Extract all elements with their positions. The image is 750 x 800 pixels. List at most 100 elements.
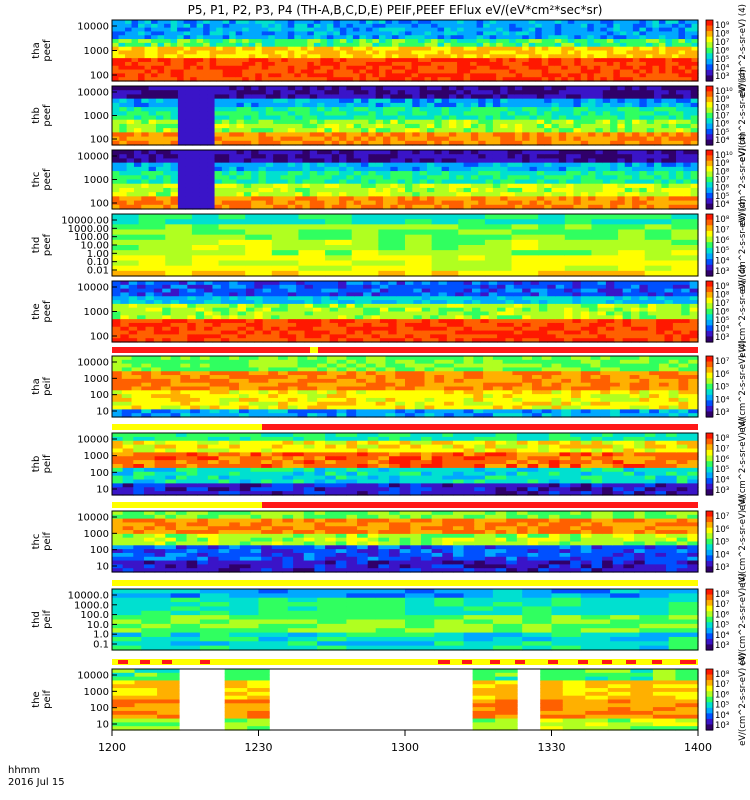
heatmap-cell bbox=[430, 281, 440, 286]
heatmap-cell bbox=[255, 20, 263, 25]
heatmap-cell bbox=[255, 23, 263, 29]
heatmap-cell bbox=[170, 23, 178, 29]
heatmap-cell bbox=[170, 183, 179, 189]
heatmap-cell bbox=[155, 204, 164, 210]
heatmap-cell bbox=[554, 23, 562, 29]
heatmap-cell bbox=[145, 338, 155, 343]
heatmap-cell bbox=[304, 284, 314, 290]
heatmap-cell bbox=[610, 102, 619, 108]
heatmap-cell bbox=[632, 196, 640, 202]
colorbar-unit-label: eV/(cm^2-s-sr-eV) (4) bbox=[738, 4, 748, 97]
heatmap-cell bbox=[595, 158, 604, 164]
heatmap-cell bbox=[203, 69, 211, 74]
heatmap-cell bbox=[587, 50, 595, 55]
heatmap-cell bbox=[522, 128, 531, 133]
heatmap-cell bbox=[372, 35, 380, 40]
heatmap-cell bbox=[300, 77, 308, 82]
heatmap-cell bbox=[645, 46, 654, 52]
heatmap-cell bbox=[229, 65, 237, 71]
heatmap-cell bbox=[379, 307, 389, 313]
heatmap-cell bbox=[485, 136, 494, 142]
heatmap-cell bbox=[254, 296, 264, 301]
heatmap-cell bbox=[554, 61, 562, 67]
heatmap-cell bbox=[192, 158, 201, 164]
heatmap-cell bbox=[593, 61, 601, 67]
heatmap-cell bbox=[654, 171, 662, 176]
heatmap-cell bbox=[346, 111, 355, 117]
heatmap-cell bbox=[254, 330, 264, 335]
heatmap-cell bbox=[505, 281, 515, 286]
heatmap-cell bbox=[155, 111, 164, 117]
heatmap-cell bbox=[313, 46, 321, 52]
heatmap-cell bbox=[535, 42, 543, 48]
heatmap-cell bbox=[463, 322, 473, 328]
heatmap-cell bbox=[338, 303, 347, 309]
heatmap-cell bbox=[138, 260, 166, 267]
heatmap-cell bbox=[203, 31, 211, 36]
heatmap-cell bbox=[338, 288, 347, 294]
heatmap-cell bbox=[190, 61, 198, 67]
heatmap-cell bbox=[691, 20, 699, 25]
heatmap-cell bbox=[500, 102, 509, 108]
heatmap-cell bbox=[329, 288, 339, 294]
heatmap-cell bbox=[280, 102, 289, 108]
heatmap-cell bbox=[676, 115, 684, 121]
heatmap-cell bbox=[405, 219, 433, 225]
colorbar-segment bbox=[706, 25, 713, 29]
heatmap-cell bbox=[361, 86, 369, 91]
heatmap-cell bbox=[661, 102, 670, 108]
heatmap-cell bbox=[162, 284, 172, 290]
heatmap-cell bbox=[346, 69, 354, 74]
heatmap-cell bbox=[317, 196, 326, 202]
heatmap-cell bbox=[271, 326, 281, 332]
heatmap-cell bbox=[624, 132, 633, 138]
heatmap-cell bbox=[333, 23, 341, 29]
heatmap-cell bbox=[551, 119, 560, 125]
heatmap-cell bbox=[148, 187, 157, 193]
heatmap-cell bbox=[390, 140, 399, 146]
heatmap-cell bbox=[478, 158, 487, 164]
colorbar-tick-label: 10⁵ bbox=[715, 192, 729, 202]
heatmap-cell bbox=[645, 35, 654, 40]
heatmap-cell bbox=[346, 54, 354, 59]
heatmap-cell bbox=[507, 154, 516, 160]
heatmap-cell bbox=[397, 119, 406, 125]
heatmap-cell bbox=[610, 171, 619, 176]
heatmap-cell bbox=[302, 140, 311, 146]
heatmap-cell bbox=[138, 58, 146, 63]
heatmap-cell bbox=[329, 311, 339, 316]
heatmap-cell bbox=[600, 65, 608, 71]
heatmap-cell bbox=[434, 102, 443, 108]
heatmap-cell bbox=[251, 86, 260, 91]
heatmap-cell bbox=[320, 42, 328, 48]
heatmap-cell bbox=[639, 90, 648, 96]
heatmap-cell bbox=[419, 183, 428, 189]
heatmap-cell bbox=[654, 136, 662, 142]
heatmap-cell bbox=[112, 31, 120, 36]
heatmap-cell bbox=[242, 20, 250, 25]
heatmap-cell bbox=[220, 315, 230, 320]
heatmap-cell bbox=[555, 311, 565, 316]
heatmap-cell bbox=[390, 86, 399, 91]
heatmap-cell bbox=[221, 98, 230, 104]
colorbar-segment bbox=[706, 195, 713, 199]
heatmap-cell bbox=[587, 35, 595, 40]
heatmap-cell bbox=[187, 292, 197, 297]
heatmap-cell bbox=[165, 234, 193, 241]
heatmap-cell bbox=[204, 281, 214, 286]
colorbar-tick-label: 10⁹ bbox=[715, 21, 730, 31]
heatmap-cell bbox=[665, 23, 673, 29]
heatmap-cell bbox=[352, 77, 361, 82]
heatmap-cell bbox=[112, 107, 120, 112]
heatmap-cell bbox=[196, 46, 204, 52]
heatmap-cell bbox=[502, 73, 510, 78]
heatmap-cell bbox=[450, 42, 458, 48]
heatmap-cell bbox=[177, 132, 186, 138]
heatmap-cell bbox=[346, 61, 354, 67]
heatmap-cell bbox=[671, 31, 680, 36]
heatmap-cell bbox=[333, 50, 341, 55]
heatmap-cell bbox=[145, 315, 155, 320]
heatmap-cell bbox=[632, 111, 640, 117]
heatmap-cell bbox=[602, 107, 611, 112]
